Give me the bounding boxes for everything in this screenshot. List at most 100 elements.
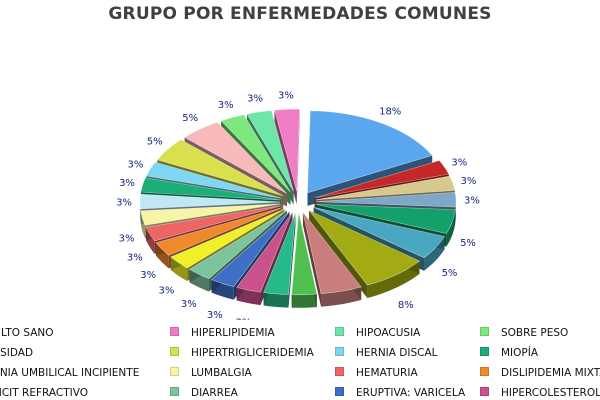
legend-label: HIPERTRIGLICERIDEMIA	[191, 347, 314, 359]
pie-slice-wall	[302, 212, 322, 307]
pie-slice	[156, 139, 284, 197]
legend-label: DEFICIT REFRACTIVO	[0, 387, 88, 399]
pie-slice	[145, 161, 282, 199]
legend-item: DEFICIT REFRACTIVO	[0, 386, 88, 400]
legend-swatch	[480, 387, 489, 396]
legend-item: HIPERLIPIDEMIA	[170, 326, 275, 340]
legend-label: HIPOACUSIA	[356, 327, 421, 339]
pie-slice-side	[321, 286, 362, 307]
pie-slice	[308, 210, 421, 286]
legend-item: ADULTO SANO	[0, 326, 54, 340]
legend-swatch	[480, 327, 489, 336]
pie-slice-label: 5%	[460, 238, 476, 249]
pie-slice-label: 5%	[338, 319, 354, 320]
pie-slice	[184, 121, 288, 194]
legend-item: DIARREA	[170, 386, 238, 400]
pie-chart: 18%3%3%3%5%5%8%5%3%3%3%3%3%3%3%3%3%3%3%3…	[116, 90, 480, 320]
legend-swatch	[335, 347, 344, 356]
pie-slice	[315, 175, 456, 201]
legend-item: SOBRE PESO	[480, 326, 568, 340]
pie-slice	[315, 204, 456, 234]
legend-item: HEMATURIA	[335, 366, 418, 380]
pie-slice	[302, 212, 362, 295]
pie-slice-label: 3%	[278, 90, 294, 101]
legend-label: HERNIA UMBILICAL INCIPIENTE	[0, 367, 140, 379]
pie-slice-side	[291, 294, 317, 308]
pie-slice	[140, 177, 281, 201]
pie-top-layer	[139, 108, 457, 296]
chart-title: GRUPO POR ENFERMEDADES COMUNES	[108, 4, 492, 24]
legend-item: OBESIDAD	[0, 346, 33, 360]
pie-slice-label: 8%	[398, 300, 414, 311]
legend-label: LUMBALGIA	[191, 367, 252, 379]
pie-slice-label: 3%	[464, 195, 480, 206]
legend-swatch	[335, 327, 344, 336]
pie-slice-label: 3%	[119, 234, 135, 245]
legend-item: HIPOACUSIA	[335, 326, 420, 340]
pie-slice-label: 3%	[127, 160, 143, 171]
legend-swatch	[480, 367, 489, 376]
legend-label: HIPERCOLESTEROLEMIA	[501, 387, 600, 399]
legend-label: SOBRE PESO	[501, 327, 569, 339]
legend-item: HIPERTRIGLICERIDEMIA	[170, 346, 314, 360]
legend-label: ADULTO SANO	[0, 327, 54, 339]
legend-item: DISLIPIDEMIA MIXTA	[480, 366, 600, 380]
pie-slice	[155, 207, 283, 256]
pie-slice-label: 3%	[181, 299, 197, 310]
pie-slice-label: 5%	[147, 137, 163, 148]
pie-slice-side	[263, 292, 289, 308]
legend-label: HIPERLIPIDEMIA	[191, 327, 275, 339]
legend-label: HEMATURIA	[356, 367, 418, 379]
legend: ADULTO SANO HIPERLIPIDEMIA HIPOACUSIA SOBRE…	[0, 322, 600, 400]
legend-item: LUMBALGIA	[170, 366, 252, 380]
pie-slice	[291, 212, 318, 296]
legend-swatch	[335, 367, 344, 376]
pie-slice	[188, 210, 287, 279]
pie-slice	[313, 207, 445, 259]
pie-slice-label: 3%	[460, 176, 476, 187]
legend-swatch	[170, 367, 179, 376]
legend-item: HIPERCOLESTEROLEMIA	[480, 386, 600, 400]
pie-slice	[145, 205, 282, 242]
pie-slice	[220, 114, 291, 193]
pie-slice-label: 3%	[119, 178, 135, 189]
legend-swatch	[170, 347, 179, 356]
pie-slice	[211, 211, 290, 288]
legend-swatch	[335, 387, 344, 396]
pie-slice-label: 3%	[451, 158, 467, 169]
pie-slice-label: 5%	[442, 268, 458, 279]
legend-swatch	[480, 347, 489, 356]
legend-label: HERNIA DISCAL	[356, 347, 438, 359]
legend-item: ERUPTIVA: VARICELA	[335, 386, 465, 400]
pie-slice	[274, 108, 300, 192]
pie-slice	[263, 212, 296, 295]
pie-slice-side	[367, 260, 420, 299]
legend-label: DIARREA	[191, 387, 238, 399]
pie-slice-side	[446, 209, 456, 247]
pie-slice-wall	[274, 110, 297, 205]
pie-slice-label: 3%	[127, 252, 143, 263]
pie-slice	[139, 193, 281, 210]
pie-slice-label: 3%	[116, 198, 132, 209]
pie-slice-label: 3%	[158, 286, 174, 297]
legend-label: DISLIPIDEMIA MIXTA	[501, 367, 600, 379]
pie-slice	[170, 208, 285, 269]
legend-item: HERNIA DISCAL	[335, 346, 438, 360]
legend-item: HERNIA UMBILICAL INCIPIENTE	[0, 366, 139, 380]
legend-label: OBESIDAD	[0, 347, 34, 359]
pie-slice	[140, 203, 281, 226]
legend-swatch	[170, 387, 179, 396]
pie-slice	[315, 192, 457, 208]
pie-slice	[236, 212, 293, 293]
pie-slice-label: 5%	[182, 113, 198, 124]
legend-label: ERUPTIVA: VARICELA	[356, 387, 466, 399]
pie-slice	[314, 160, 450, 199]
pie-slice	[307, 110, 433, 194]
pie-slice-label: 3%	[140, 270, 156, 281]
legend-swatch	[170, 327, 179, 336]
pie-slice	[246, 110, 294, 192]
pie-slice-label: 3%	[247, 93, 263, 104]
pie-labels-layer: 18%3%3%3%5%5%8%5%3%3%3%3%3%3%3%3%3%3%3%3…	[116, 90, 480, 320]
pie-slice-label: 3%	[207, 310, 223, 320]
pie-slice-label: 18%	[379, 106, 401, 117]
